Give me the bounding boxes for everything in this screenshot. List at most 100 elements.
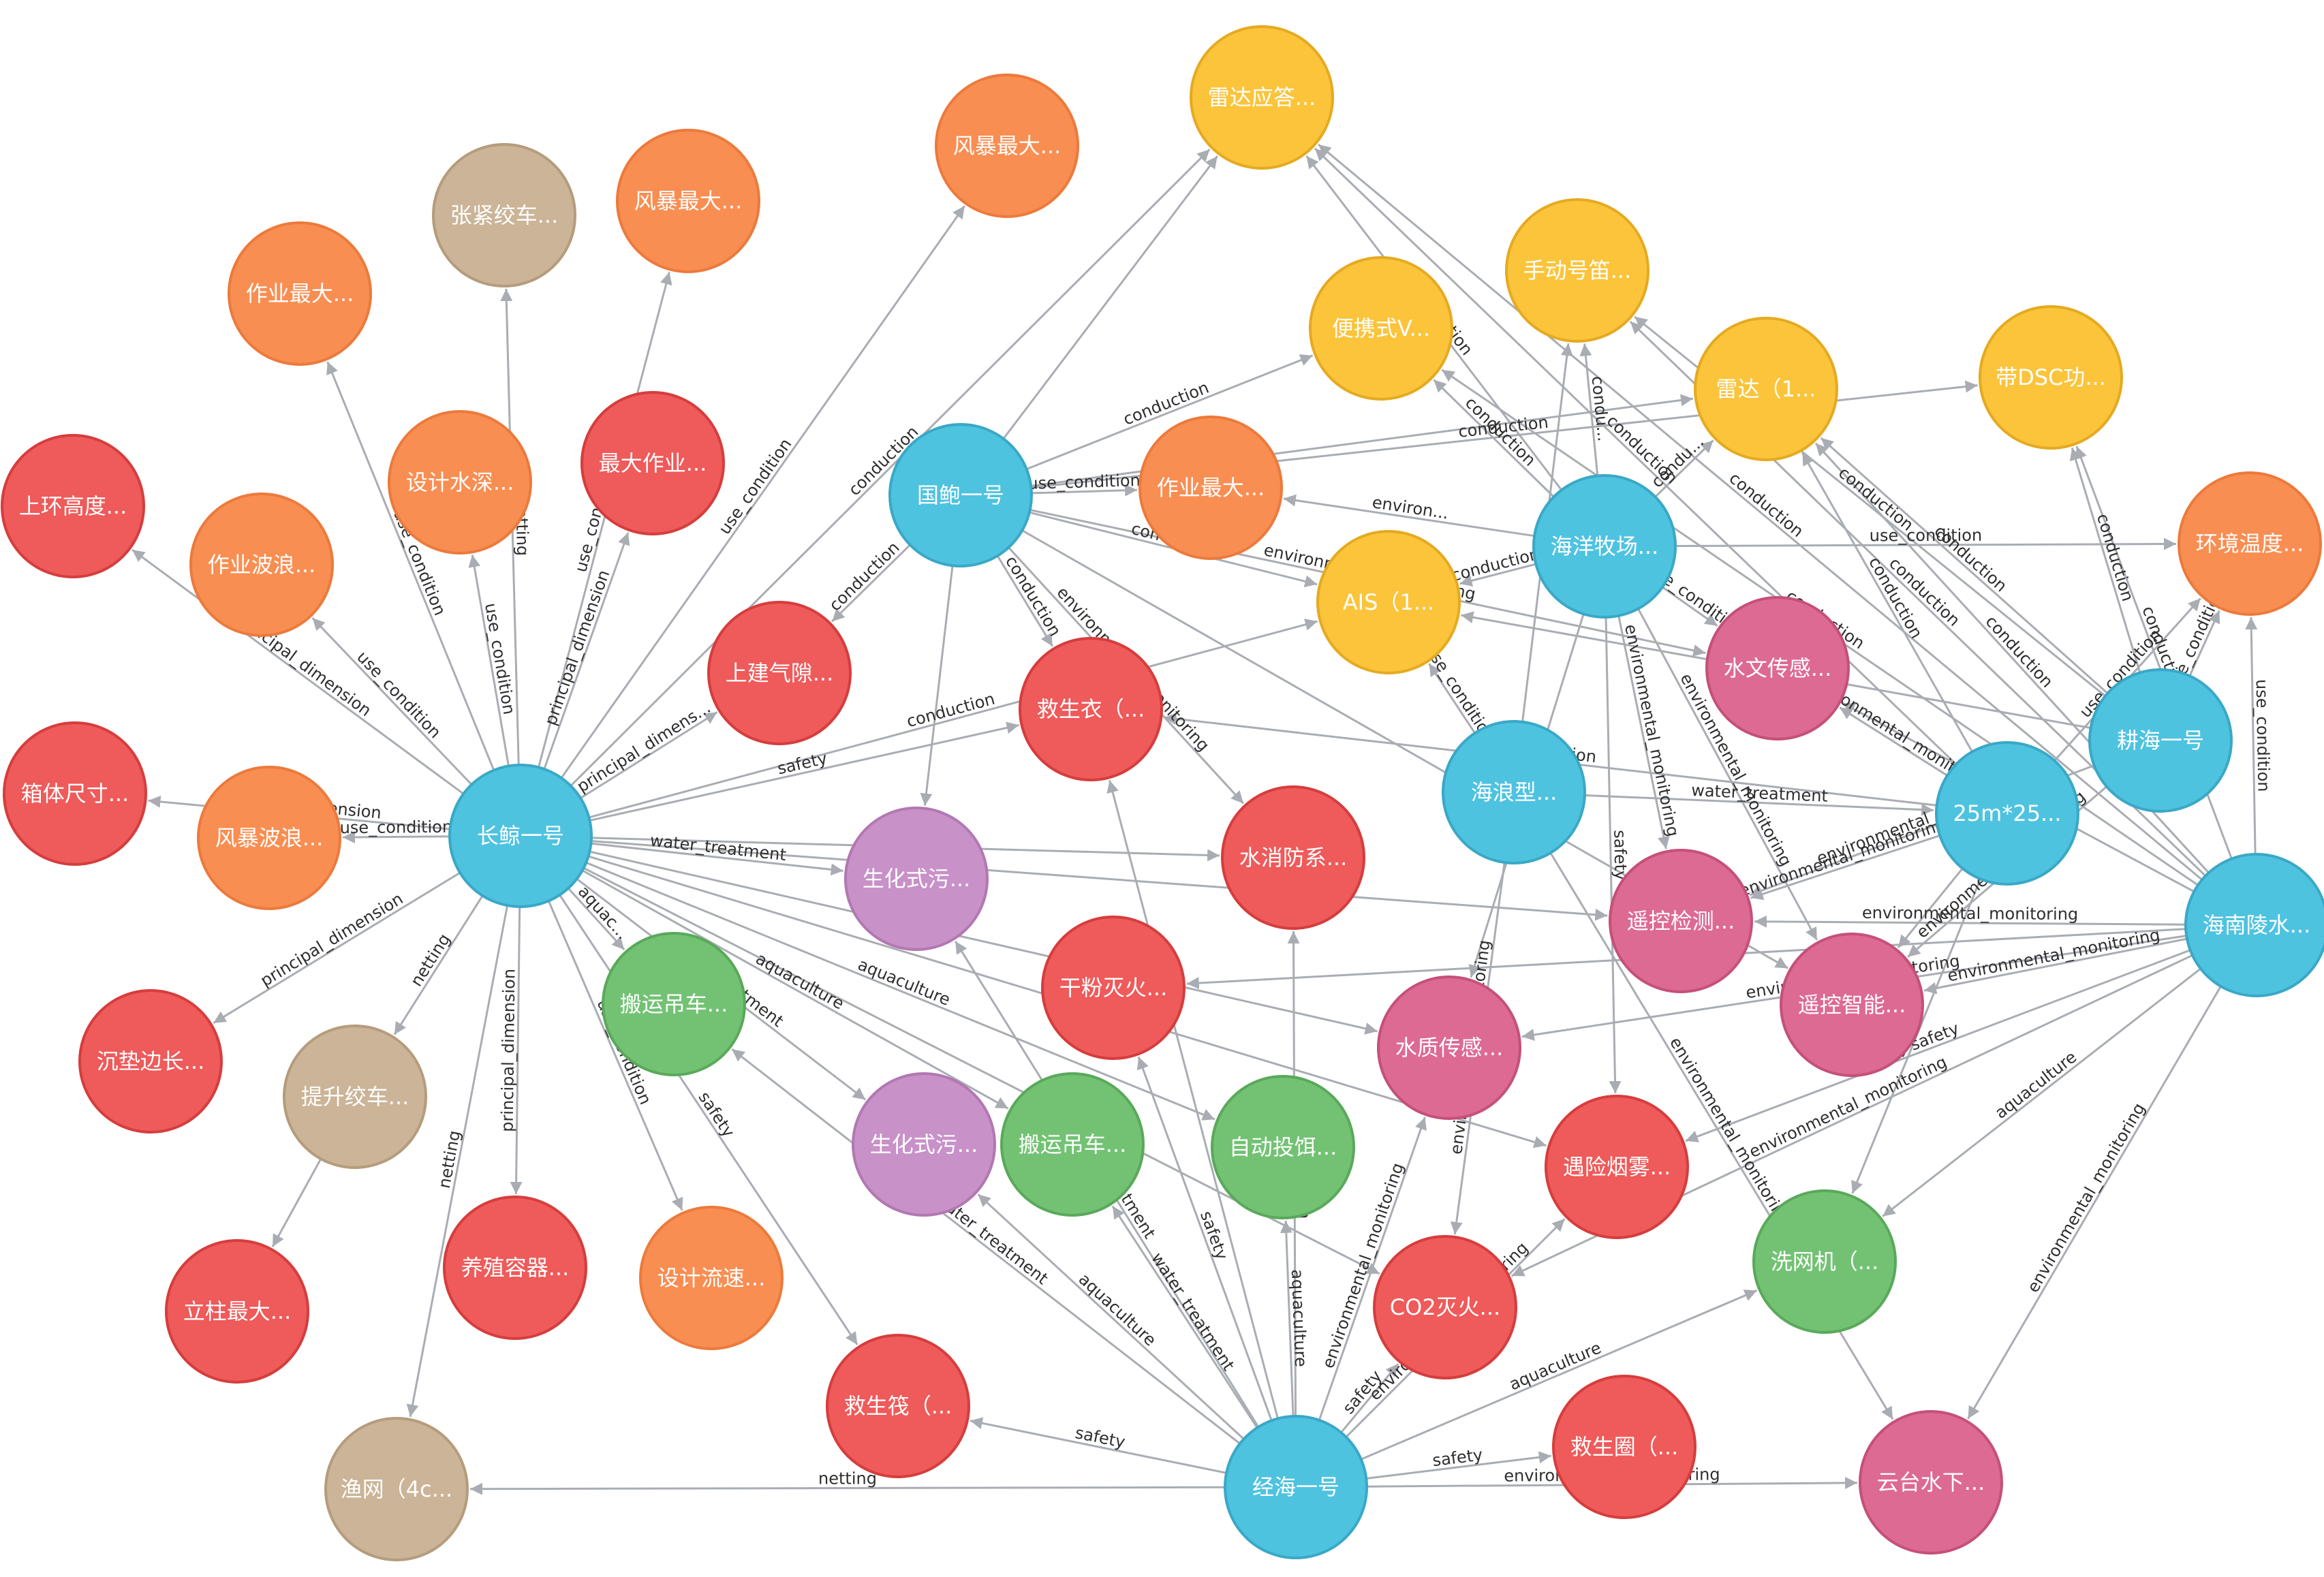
node-shengwu1[interactable]: 生化式污...	[844, 807, 989, 951]
node-hainanling[interactable]: 海南陵水...	[2184, 853, 2324, 997]
node-fengbaobolang[interactable]: 风暴波浪...	[197, 766, 341, 910]
node-ganfen[interactable]: 干粉灭火...	[1041, 916, 1186, 1060]
node-circle[interactable]	[1, 434, 145, 578]
node-co2[interactable]: CO2灭火...	[1373, 1235, 1517, 1379]
node-jinghai[interactable]: 经海一号	[1224, 1415, 1368, 1559]
node-circle[interactable]	[1935, 741, 2079, 886]
node-circle[interactable]	[228, 221, 372, 366]
node-changjing[interactable]: 长鲸一号	[448, 764, 593, 908]
node-fengbao1[interactable]: 风暴最大...	[935, 74, 1079, 218]
node-circle[interactable]	[2184, 853, 2324, 997]
node-circle[interactable]	[448, 764, 593, 908]
node-circle[interactable]	[324, 1417, 469, 1561]
node-hailangxing[interactable]: 海浪型...	[1442, 720, 1586, 864]
node-circle[interactable]	[1211, 1075, 1355, 1219]
node-genghai[interactable]: 耕海一号	[2088, 668, 2233, 813]
node-yaokongjiance[interactable]: 遥控检测...	[1609, 849, 1753, 993]
node-zhangjin[interactable]: 张紧绞车...	[432, 143, 576, 287]
node-zuoye1[interactable]: 作业最大...	[228, 221, 372, 366]
node-yuxian[interactable]: 遇险烟雾...	[1545, 1095, 1689, 1239]
node-circle[interactable]	[1309, 256, 1453, 401]
node-shengwu2[interactable]: 生化式污...	[852, 1072, 996, 1217]
node-fengbao2[interactable]: 风暴最大...	[616, 129, 760, 273]
node-circle[interactable]	[1442, 720, 1586, 864]
node-circle[interactable]	[1224, 1415, 1368, 1559]
node-chendian[interactable]: 沉垫边长...	[78, 989, 223, 1134]
node-circle[interactable]	[165, 1239, 309, 1384]
node-yangzhi[interactable]: 养殖容器...	[443, 1196, 587, 1340]
node-circle[interactable]	[283, 1025, 427, 1169]
node-zidong[interactable]: 自动投饵...	[1211, 1075, 1355, 1219]
node-circle[interactable]	[1190, 25, 1334, 170]
node-zuoye2[interactable]: 作业最大...	[1138, 416, 1283, 560]
node-zuidazuoye[interactable]: 最大作业...	[580, 391, 725, 535]
node-circle[interactable]	[432, 143, 576, 287]
node-circle[interactable]	[826, 1334, 970, 1478]
node-shuizhi[interactable]: 水质传感...	[1377, 975, 1521, 1120]
node-circle[interactable]	[1377, 975, 1521, 1120]
node-yuwang[interactable]: 渔网（4c...	[324, 1417, 469, 1561]
node-circle[interactable]	[580, 391, 725, 535]
node-zuoyebolang[interactable]: 作业波浪...	[189, 493, 334, 637]
node-circle[interactable]	[1221, 785, 1365, 930]
node-haiyangmuchang[interactable]: 海洋牧场...	[1532, 474, 1677, 619]
node-circle[interactable]	[189, 493, 334, 637]
node-banyun2[interactable]: 搬运吊车...	[1000, 1072, 1145, 1217]
node-circle[interactable]	[707, 601, 852, 745]
node-circle[interactable]	[2178, 471, 2322, 616]
node-yuntai[interactable]: 云台水下...	[1859, 1410, 2003, 1555]
node-circle[interactable]	[852, 1072, 996, 1217]
node-circle[interactable]	[2088, 668, 2233, 813]
node-circle[interactable]	[888, 423, 1033, 567]
node-huanjing[interactable]: 环境温度...	[2178, 471, 2322, 616]
node-guobao[interactable]: 国鲍一号	[888, 423, 1033, 567]
node-ais[interactable]: AIS（1...	[1316, 530, 1461, 674]
node-circle[interactable]	[1138, 416, 1283, 560]
node-xiwangji[interactable]: 洗网机（...	[1752, 1189, 1897, 1334]
node-shejiliusu[interactable]: 设计流速...	[639, 1206, 784, 1350]
node-circle[interactable]	[1019, 637, 1163, 781]
node-shuixiao[interactable]: 水消防系...	[1221, 785, 1365, 930]
node-circle[interactable]	[1041, 916, 1186, 1060]
node-jiushengyi[interactable]: 救生衣（...	[1019, 637, 1163, 781]
node-dsc[interactable]: 带DSC功...	[1979, 305, 2123, 450]
node-shuiwen[interactable]: 水文传感...	[1705, 596, 1850, 740]
node-circle[interactable]	[1705, 596, 1850, 740]
node-circle[interactable]	[197, 766, 341, 910]
node-leidayingda[interactable]: 雷达应答...	[1190, 25, 1334, 170]
node-banyun1[interactable]: 搬运吊车...	[602, 932, 746, 1076]
node-circle[interactable]	[443, 1196, 587, 1340]
node-circle[interactable]	[1859, 1410, 2003, 1555]
node-yaokongzhineng[interactable]: 遥控智能...	[1780, 933, 1924, 1077]
node-circle[interactable]	[844, 807, 989, 951]
node-circle[interactable]	[639, 1206, 784, 1350]
node-circle[interactable]	[1373, 1235, 1517, 1379]
node-shanghuan[interactable]: 上环高度...	[1, 434, 145, 578]
node-jiushengquan[interactable]: 救生圈（...	[1552, 1375, 1696, 1519]
node-circle[interactable]	[3, 721, 147, 866]
node-circle[interactable]	[935, 74, 1079, 218]
node-circle[interactable]	[1000, 1072, 1145, 1217]
node-circle[interactable]	[616, 129, 760, 273]
node-circle[interactable]	[1316, 530, 1461, 674]
node-circle[interactable]	[1609, 849, 1753, 993]
node-circle[interactable]	[1694, 317, 1838, 461]
node-sheji[interactable]: 设计水深...	[388, 410, 532, 555]
node-leida[interactable]: 雷达（1...	[1694, 317, 1838, 461]
node-circle[interactable]	[388, 410, 532, 555]
node-lizhu[interactable]: 立柱最大...	[165, 1239, 309, 1384]
node-m25[interactable]: 25m*25...	[1935, 741, 2079, 886]
node-circle[interactable]	[602, 932, 746, 1076]
node-circle[interactable]	[1552, 1375, 1696, 1519]
node-shangjian[interactable]: 上建气隙...	[707, 601, 852, 745]
node-circle[interactable]	[1532, 474, 1677, 619]
node-xiangti[interactable]: 箱体尺寸...	[3, 721, 147, 866]
node-circle[interactable]	[1752, 1189, 1897, 1334]
node-circle[interactable]	[1545, 1095, 1689, 1239]
node-circle[interactable]	[1780, 933, 1924, 1077]
node-circle[interactable]	[1505, 198, 1649, 343]
node-tisheng[interactable]: 提升绞车...	[283, 1025, 427, 1169]
node-circle[interactable]	[1979, 305, 2123, 450]
node-shoudong[interactable]: 手动号笛...	[1505, 198, 1649, 343]
node-circle[interactable]	[78, 989, 223, 1134]
